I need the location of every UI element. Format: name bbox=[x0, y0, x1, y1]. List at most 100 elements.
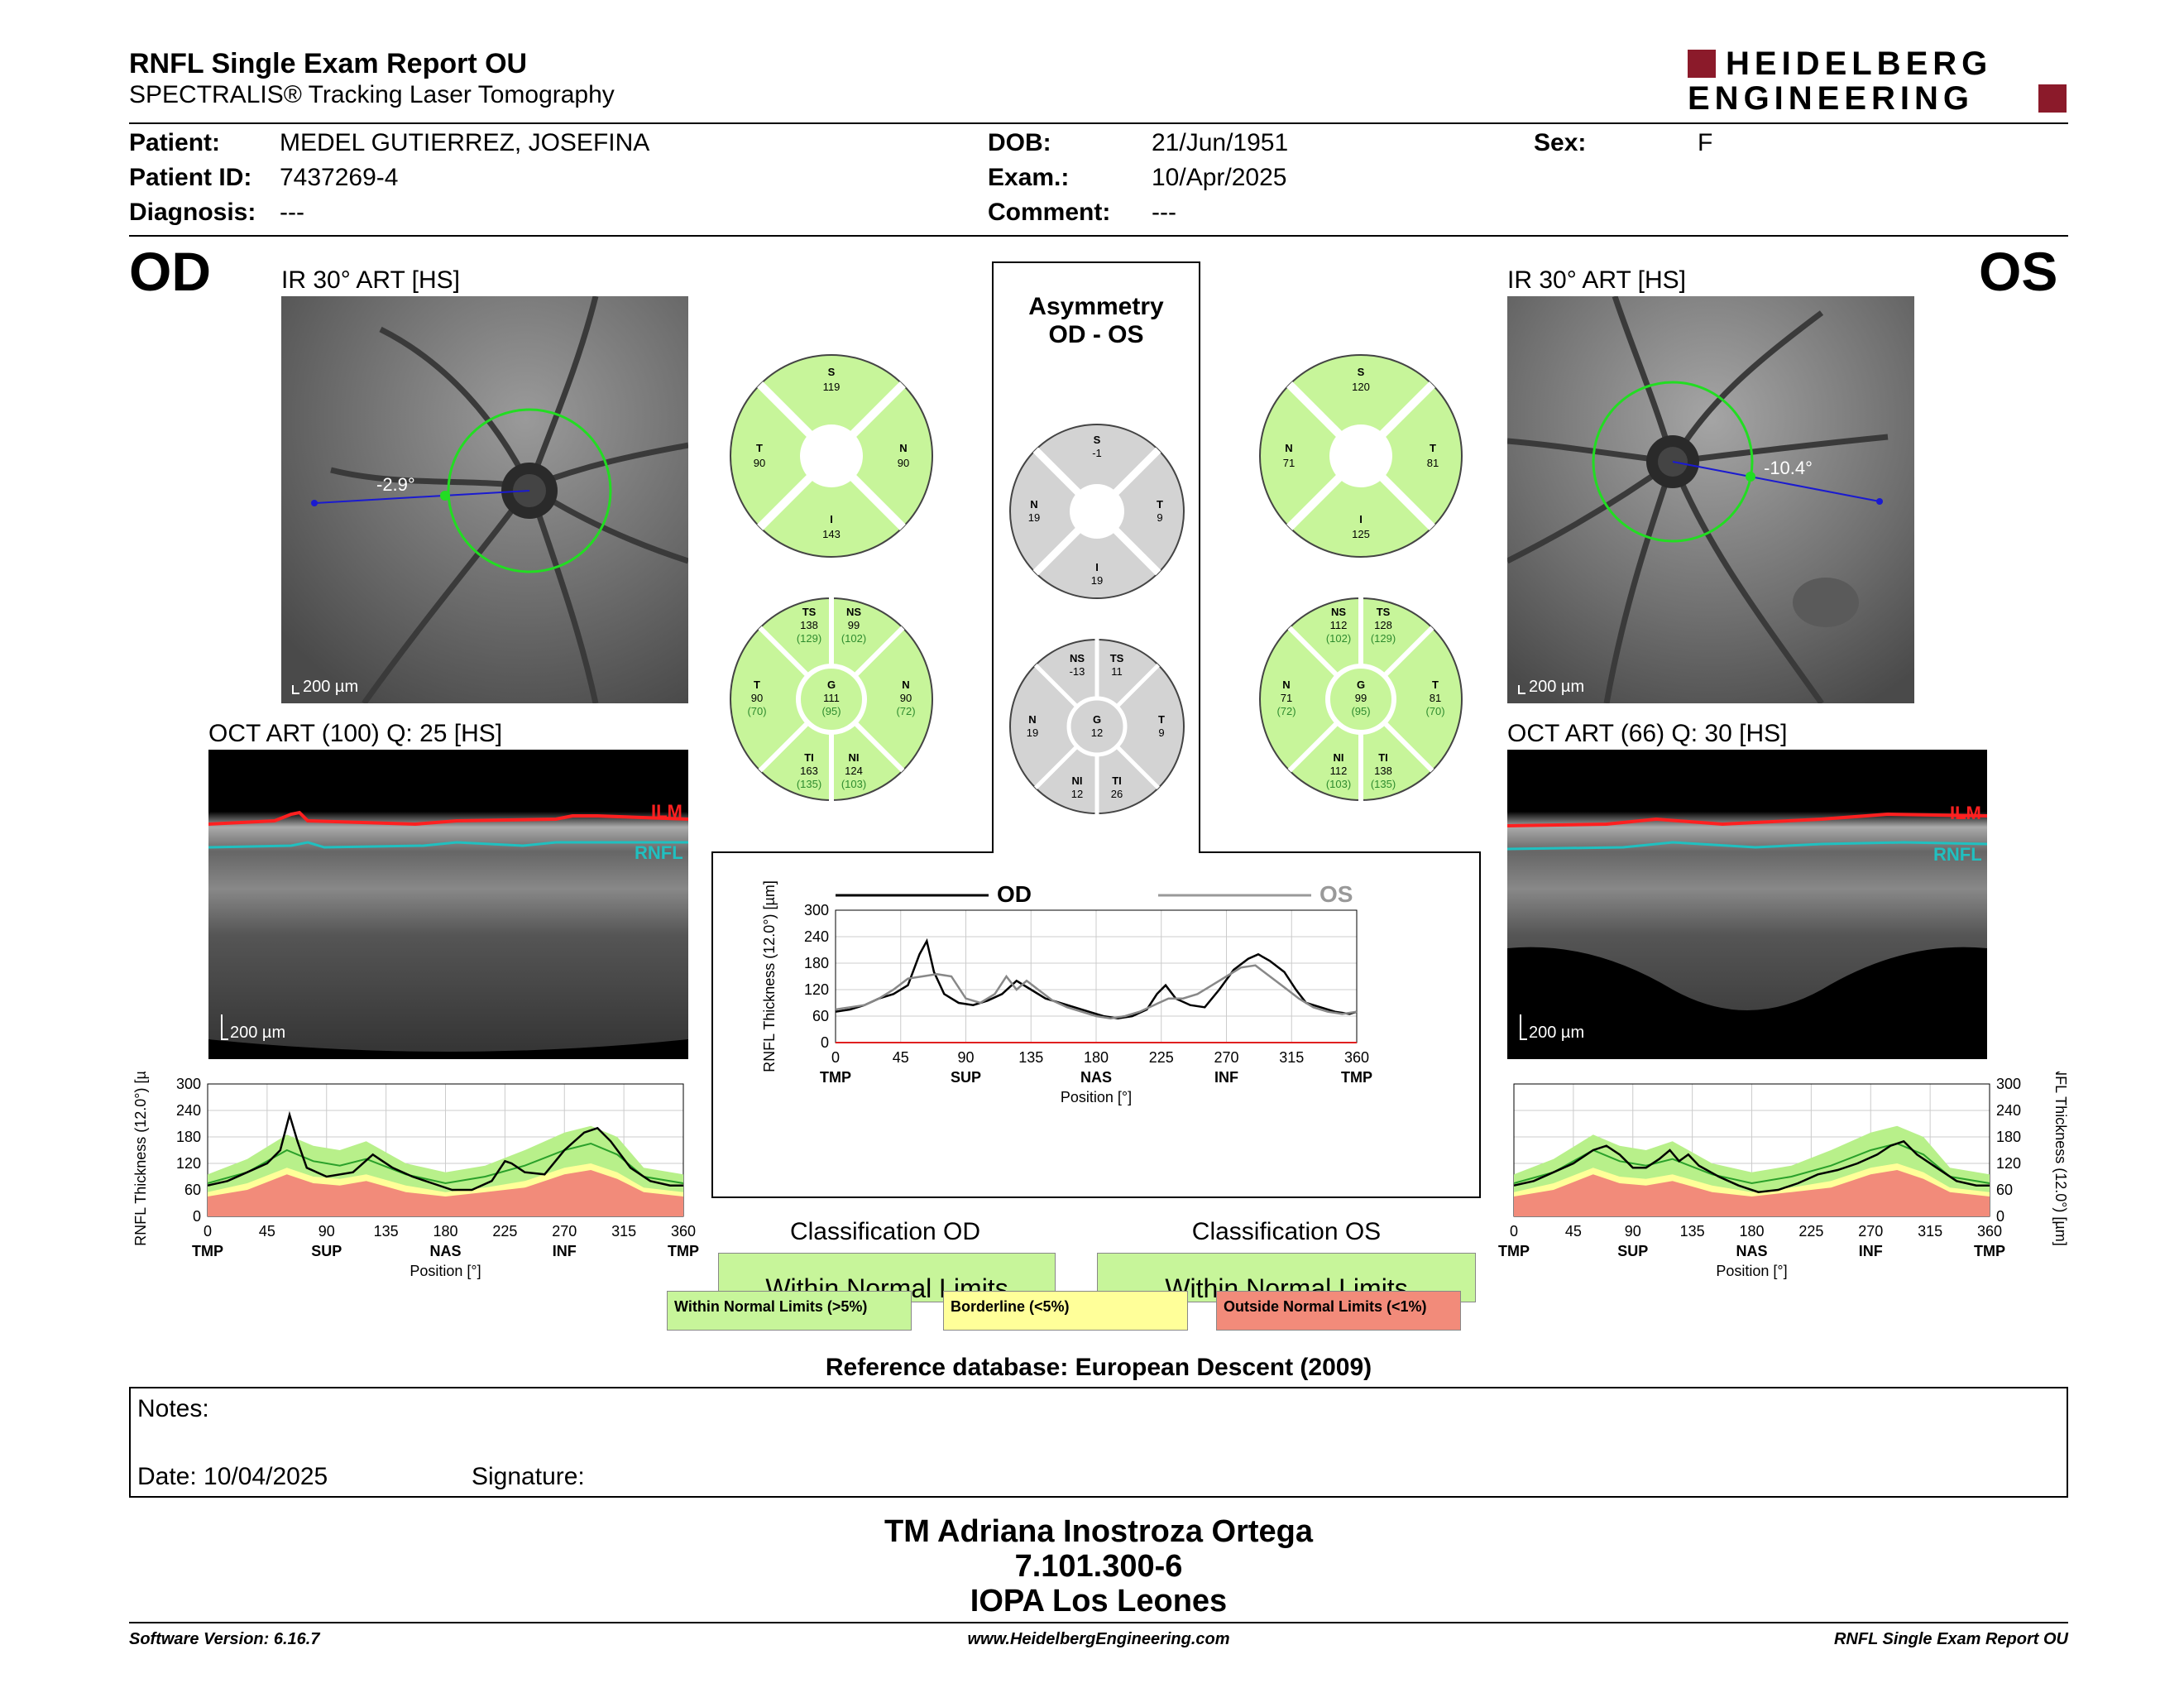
asymmetry-panel-frame bbox=[711, 261, 1481, 1198]
patient-name: MEDEL GUTIERREZ, JOSEFINA bbox=[280, 129, 650, 156]
svg-text:(95): (95) bbox=[821, 705, 841, 717]
signer-block: TM Adriana Inostroza Ortega 7.101.300-6 … bbox=[0, 1514, 2184, 1618]
y-tick-label: 120 bbox=[1996, 1155, 2021, 1172]
svg-text:TS: TS bbox=[802, 606, 817, 618]
legend-outside-normal: Outside Normal Limits (<1%) bbox=[1216, 1291, 1461, 1331]
exam-label: Exam.: bbox=[988, 164, 1070, 191]
od-rnfl-label: RNFL bbox=[635, 842, 683, 863]
region-label: TMP bbox=[1498, 1243, 1530, 1259]
x-tick-label: 360 bbox=[1977, 1223, 2002, 1240]
svg-text:TS: TS bbox=[1110, 652, 1124, 664]
svg-text:(72): (72) bbox=[1276, 705, 1296, 717]
svg-text:N: N bbox=[1285, 442, 1292, 454]
reference-database: Reference database: European Descent (20… bbox=[825, 1354, 1372, 1381]
x-tick-label: 90 bbox=[318, 1223, 335, 1240]
region-label: TMP bbox=[1341, 1069, 1372, 1086]
dob-label: DOB: bbox=[988, 129, 1051, 156]
svg-text:T: T bbox=[754, 679, 760, 691]
svg-text:-13: -13 bbox=[1070, 665, 1085, 678]
y-tick-label: 180 bbox=[804, 955, 829, 971]
os-oct-title: OCT ART (66) Q: 30 [HS] bbox=[1507, 720, 1788, 747]
os-ilm-label: ILM bbox=[1950, 803, 1981, 823]
dob-value: 21/Jun/1951 bbox=[1152, 129, 1289, 156]
series-line-os bbox=[835, 964, 1358, 1019]
svg-text:120: 120 bbox=[1352, 381, 1370, 393]
os-ir-title: IR 30° ART [HS] bbox=[1507, 266, 1686, 294]
signer-name: TM Adriana Inostroza Ortega bbox=[884, 1514, 1313, 1549]
region-label: TMP bbox=[668, 1243, 699, 1259]
svg-text:143: 143 bbox=[822, 528, 841, 540]
y-axis-title: RNFL Thickness (12.0°) [µm] bbox=[132, 1072, 149, 1246]
svg-text:(129): (129) bbox=[1371, 632, 1396, 645]
svg-text:-1: -1 bbox=[1092, 447, 1102, 459]
svg-text:TI: TI bbox=[804, 751, 814, 764]
svg-text:111: 111 bbox=[823, 692, 840, 704]
x-tick-label: 0 bbox=[831, 1049, 840, 1066]
svg-text:26: 26 bbox=[1111, 788, 1123, 800]
svg-text:NI: NI bbox=[849, 751, 860, 764]
y-tick-label: 300 bbox=[176, 1076, 201, 1092]
svg-text:138: 138 bbox=[1374, 765, 1392, 777]
svg-text:11: 11 bbox=[1111, 665, 1123, 678]
svg-text:NS: NS bbox=[846, 606, 861, 618]
legend-od-label: OD bbox=[997, 881, 1032, 907]
classification-os-title: Classification OS bbox=[1191, 1218, 1382, 1245]
x-tick-label: 135 bbox=[1018, 1049, 1043, 1066]
svg-text:NS: NS bbox=[1070, 652, 1085, 664]
region-label: TMP bbox=[820, 1069, 851, 1086]
asymmetry-sector-wheel: S-1 N19 T9 I19 bbox=[1009, 424, 1185, 599]
website-link[interactable]: www.HeidelbergEngineering.com bbox=[967, 1630, 1230, 1648]
svg-text:163: 163 bbox=[800, 765, 818, 777]
region-label: TMP bbox=[192, 1243, 223, 1259]
svg-text:T: T bbox=[1157, 498, 1163, 511]
svg-text:T: T bbox=[1432, 679, 1439, 691]
svg-text:N: N bbox=[902, 679, 909, 691]
region-label: NAS bbox=[429, 1243, 461, 1259]
os-oct-scale: 200 µm bbox=[1529, 1024, 1584, 1042]
od-oct-title: OCT ART (100) Q: 25 [HS] bbox=[208, 720, 503, 747]
outside-normal-band bbox=[1514, 1170, 1990, 1216]
os-angle: -10.4° bbox=[1764, 458, 1813, 478]
svg-text:N: N bbox=[1030, 498, 1037, 511]
exam-value: 10/Apr/2025 bbox=[1152, 164, 1287, 191]
x-tick-label: 360 bbox=[1344, 1049, 1369, 1066]
svg-text:(135): (135) bbox=[1371, 778, 1396, 790]
svg-text:S: S bbox=[828, 366, 836, 378]
x-tick-label: 225 bbox=[1798, 1223, 1823, 1240]
y-tick-label: 240 bbox=[1996, 1102, 2021, 1119]
svg-text:124: 124 bbox=[845, 765, 863, 777]
series-line-od bbox=[207, 1110, 683, 1192]
legend-borderline: Borderline (<5%) bbox=[943, 1291, 1188, 1331]
svg-text:NI: NI bbox=[1334, 751, 1344, 764]
svg-text:T: T bbox=[1430, 442, 1436, 454]
x-tick-label: 0 bbox=[204, 1223, 212, 1240]
od-angle: -2.9° bbox=[376, 474, 415, 495]
svg-text:125: 125 bbox=[1352, 528, 1370, 540]
x-tick-label: 45 bbox=[893, 1049, 909, 1066]
svg-text:T: T bbox=[1158, 713, 1165, 726]
svg-text:NI: NI bbox=[1072, 774, 1083, 787]
y-tick-label: 240 bbox=[804, 928, 829, 945]
comment-label: Comment: bbox=[988, 199, 1111, 226]
x-tick-label: 270 bbox=[1858, 1223, 1883, 1240]
diagnosis-value: --- bbox=[280, 199, 304, 226]
y-tick-label: 60 bbox=[1996, 1182, 2013, 1198]
x-axis-title: Position [°] bbox=[410, 1263, 481, 1279]
od-ir-scale: 200 µm bbox=[303, 678, 358, 696]
y-tick-label: 0 bbox=[193, 1208, 201, 1225]
signer-institution: IOPA Los Leones bbox=[970, 1584, 1228, 1618]
svg-text:90: 90 bbox=[754, 457, 765, 469]
svg-text:112: 112 bbox=[1330, 765, 1348, 777]
svg-text:19: 19 bbox=[1028, 511, 1040, 524]
svg-text:(135): (135) bbox=[797, 778, 821, 790]
svg-text:90: 90 bbox=[751, 692, 763, 704]
os-rnfl-label: RNFL bbox=[1933, 844, 1982, 865]
region-label: NAS bbox=[1736, 1243, 1767, 1259]
report-title: RNFL Single Exam Report OU bbox=[129, 48, 528, 79]
region-label: NAS bbox=[1080, 1069, 1112, 1086]
x-tick-label: 315 bbox=[1279, 1049, 1304, 1066]
svg-text:S: S bbox=[1358, 366, 1365, 378]
legend-os-label: OS bbox=[1320, 881, 1353, 907]
